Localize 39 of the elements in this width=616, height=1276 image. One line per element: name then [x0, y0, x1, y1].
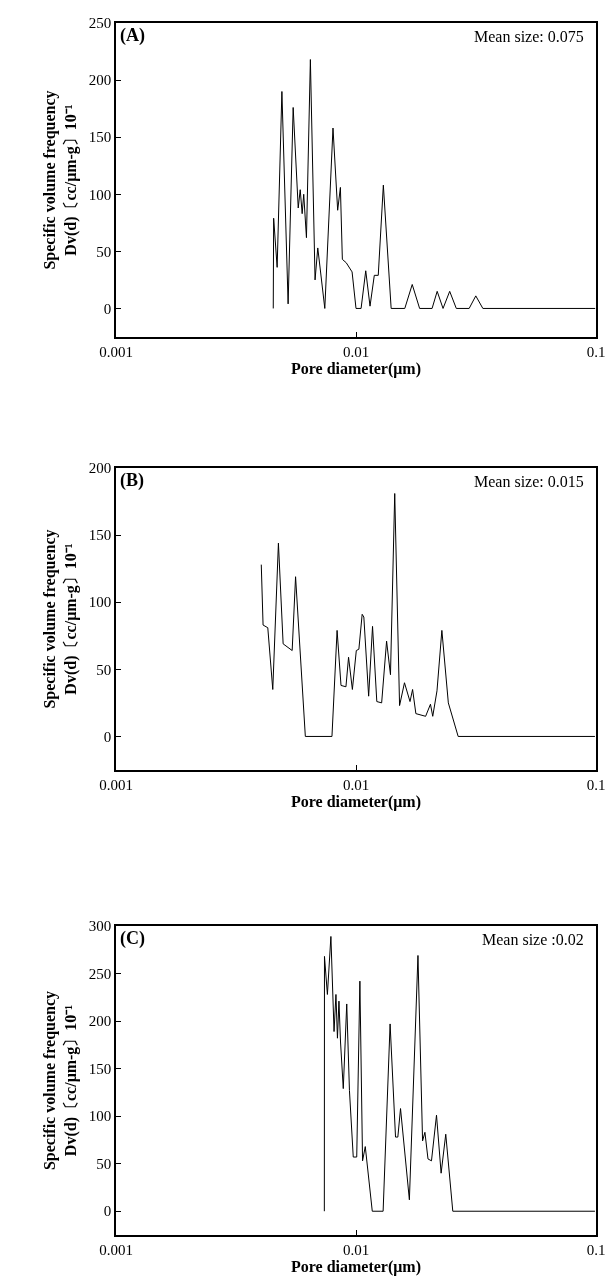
y-tick-label: 150 [88, 129, 112, 146]
x-tick-label: 0.001 [99, 776, 133, 793]
y-tick-label: 150 [88, 1060, 112, 1077]
chart-title: (B) [120, 470, 144, 491]
annotation: Mean size: 0.075 [474, 28, 584, 45]
y-tick-label: 100 [88, 1108, 112, 1125]
x-axis-title: Pore diameter(μm) [290, 792, 422, 811]
y-tick-label: 100 [88, 186, 112, 203]
y-tick-label: 50 [96, 1155, 112, 1172]
x-tick-label: 0.01 [342, 343, 370, 360]
y-tick-label: 200 [88, 1013, 112, 1030]
y-axis-title: Specific volume frequency Dv(d)〔cc/μm-g〕10⁻¹ [41, 90, 81, 270]
y-tick-label: 250 [88, 15, 112, 32]
y-tick-label: 150 [88, 527, 112, 544]
x-tick-label: 0.01 [342, 776, 370, 793]
x-tick-label: 0.1 [586, 776, 606, 793]
y-tick-label: 0 [103, 300, 112, 317]
x-tick-label: 0.1 [586, 343, 606, 360]
annotation: Mean size :0.02 [482, 931, 584, 948]
x-tick-label: 0.001 [99, 343, 133, 360]
chart-title: (A) [120, 25, 145, 46]
y-tick-label: 0 [103, 1203, 112, 1220]
x-axis-title: Pore diameter(μm) [290, 1257, 422, 1276]
y-tick-label: 50 [96, 243, 112, 260]
x-tick-label: 0.001 [99, 1241, 133, 1258]
x-axis-title: Pore diameter(μm) [290, 359, 422, 378]
chart-title: (C) [120, 928, 145, 949]
x-tick-label: 0.01 [342, 1241, 370, 1258]
y-axis-title: Specific volume frequency Dv(d)〔cc/μm-g〕10⁻¹ [41, 529, 81, 709]
y-tick-label: 50 [96, 661, 112, 678]
annotation: Mean size: 0.015 [474, 473, 584, 490]
y-tick-label: 100 [88, 594, 112, 611]
y-tick-label: 250 [88, 965, 112, 982]
y-tick-label: 300 [88, 918, 112, 935]
y-axis-title: Specific volume frequency Dv(d)〔cc/μm-g〕10⁻¹ [41, 990, 81, 1171]
y-tick-label: 200 [88, 460, 112, 477]
y-tick-label: 0 [103, 728, 112, 745]
y-tick-label: 200 [88, 72, 112, 89]
x-tick-label: 0.1 [586, 1241, 606, 1258]
